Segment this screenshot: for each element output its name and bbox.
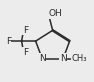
- Text: CH₃: CH₃: [72, 54, 87, 63]
- Text: N: N: [39, 54, 45, 63]
- Text: F: F: [23, 26, 28, 35]
- Text: F: F: [23, 48, 28, 57]
- Text: F: F: [6, 37, 11, 46]
- Text: N: N: [60, 54, 67, 63]
- Text: OH: OH: [49, 9, 62, 18]
